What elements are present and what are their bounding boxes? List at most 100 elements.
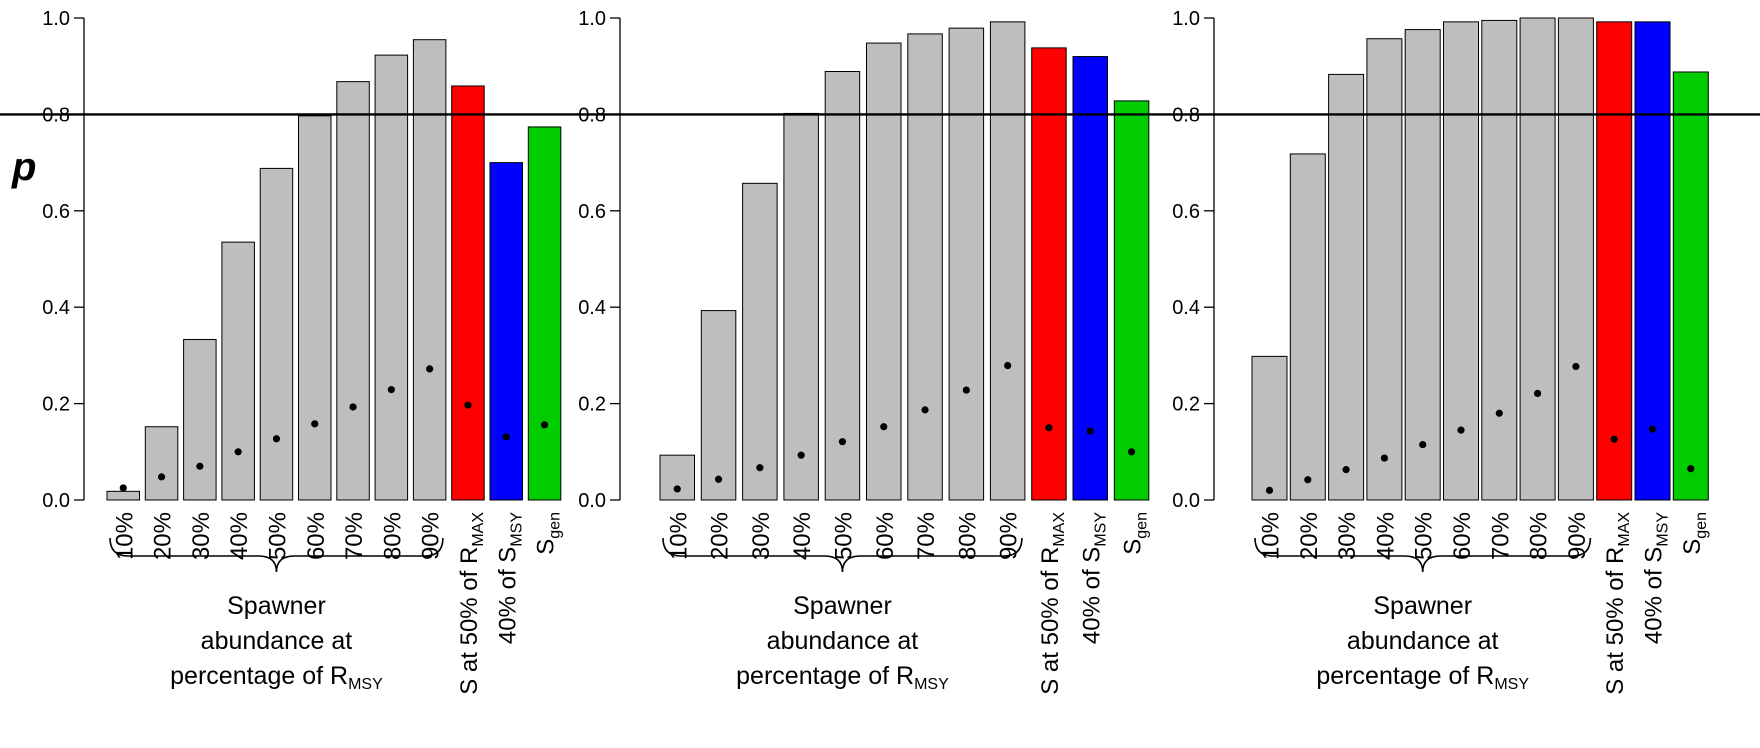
bar-10 (451, 85, 485, 501)
bar-7 (907, 33, 943, 501)
x-category-label: 20% (150, 512, 177, 560)
bar-1 (106, 490, 140, 501)
group-label-line: Spawner (227, 592, 326, 620)
y-tick-label: 0.6 (42, 201, 70, 223)
point-1 (673, 485, 681, 493)
bar-7 (1481, 19, 1518, 501)
bar-6 (866, 42, 902, 501)
x-category-label: 40% of SMSY (1078, 512, 1109, 644)
x-category-label: 30% (748, 512, 775, 560)
x-category-label: Sgen (1679, 512, 1710, 555)
y-axis-title: p (11, 145, 36, 189)
panel-2: 0.00.20.40.60.81.010% 20% 30% 40% 50% 60% 70% 8… (578, 8, 1150, 695)
y-tick-label: 0.0 (42, 490, 70, 512)
point-9 (426, 365, 434, 373)
point-2 (1304, 476, 1312, 484)
point-11 (1086, 427, 1094, 435)
point-6 (311, 420, 319, 428)
group-label-line: abundance at (1347, 627, 1499, 655)
point-8 (387, 386, 395, 394)
x-category-label: 70% (341, 512, 368, 560)
x-category-label: 70% (913, 512, 940, 560)
point-10 (464, 401, 472, 409)
x-category-label: 40% of SMSY (494, 512, 525, 644)
x-category-label: Sgen (533, 512, 564, 555)
point-5 (272, 435, 281, 443)
point-5 (1419, 440, 1427, 449)
bar-11 (489, 162, 523, 501)
bar-11 (1072, 56, 1108, 501)
x-category-label: 60% (1449, 512, 1476, 560)
x-category-label: S at 50% of RMAX (456, 512, 487, 695)
point-3 (1342, 466, 1350, 474)
point-11 (1648, 425, 1657, 433)
bar-5 (824, 71, 861, 501)
x-category-label: 50% (1411, 512, 1438, 560)
y-tick-label: 0.2 (42, 394, 70, 416)
point-1 (119, 484, 127, 492)
bar-2 (1289, 153, 1326, 501)
bar-12 (527, 126, 562, 501)
x-category-label: 90% (418, 512, 445, 560)
x-category-label: 40% (1372, 512, 1399, 560)
y-tick-label: 0.6 (1172, 201, 1200, 223)
x-category-label: 90% (996, 512, 1023, 560)
bar-9 (1557, 17, 1594, 501)
point-6 (880, 423, 888, 431)
bar-5 (259, 167, 294, 501)
bar-7 (336, 81, 370, 501)
point-7 (921, 406, 929, 414)
y-tick-label: 0.0 (578, 490, 606, 512)
bar-2 (700, 310, 737, 501)
point-3 (756, 464, 764, 472)
bar-12 (1672, 71, 1709, 501)
x-category-label: 10% (665, 512, 692, 560)
group-label-line: Spawner (1373, 592, 1472, 620)
bar-11 (1634, 21, 1671, 501)
group-label-line: percentage of RMSY (170, 662, 383, 693)
point-7 (1495, 409, 1503, 417)
x-category-label: S at 50% of RMAX (1037, 512, 1068, 695)
bar-1 (659, 454, 695, 501)
point-12 (1687, 465, 1695, 473)
y-tick-label: 1.0 (578, 8, 606, 30)
group-brace (662, 537, 1023, 573)
bar-3 (183, 338, 217, 501)
group-label-line: abundance at (767, 627, 919, 655)
bar-6 (298, 115, 332, 501)
bar-8 (948, 27, 985, 501)
bar-4 (221, 241, 255, 501)
panel-3: 0.00.20.40.60.81.010% 20% 30% 40% 50% 60% 70% 8… (1172, 8, 1710, 695)
y-tick-label: 0.4 (578, 297, 606, 319)
point-10 (1610, 435, 1618, 443)
group-label-line: Spawner (793, 592, 892, 620)
y-tick-label: 1.0 (1172, 8, 1200, 30)
point-7 (349, 403, 357, 411)
x-category-label: 40% (789, 512, 816, 560)
x-category-label: 80% (379, 512, 406, 560)
bar-5 (1404, 29, 1441, 501)
x-category-label: 50% (264, 512, 291, 560)
bar-8 (374, 54, 409, 501)
x-category-label: 30% (188, 512, 215, 560)
group-label-line: percentage of RMSY (1316, 662, 1529, 693)
bar-12 (1113, 100, 1150, 501)
x-category-label: 60% (303, 512, 330, 560)
point-8 (1534, 389, 1542, 398)
x-category-label: Sgen (1120, 512, 1151, 555)
bar-9 (412, 39, 447, 501)
group-label-line: percentage of RMSY (736, 662, 949, 693)
point-4 (1380, 454, 1388, 462)
x-category-label: 80% (1526, 512, 1553, 560)
point-1 (1265, 486, 1274, 494)
y-tick-label: 1.0 (42, 8, 70, 30)
x-category-label: 10% (1258, 512, 1285, 560)
bar-6 (1443, 21, 1479, 501)
point-2 (714, 475, 723, 483)
point-3 (196, 462, 204, 470)
x-category-label: 20% (707, 512, 734, 560)
y-tick-label: 0.2 (578, 394, 606, 416)
bar-10 (1031, 47, 1067, 501)
point-2 (157, 473, 166, 481)
